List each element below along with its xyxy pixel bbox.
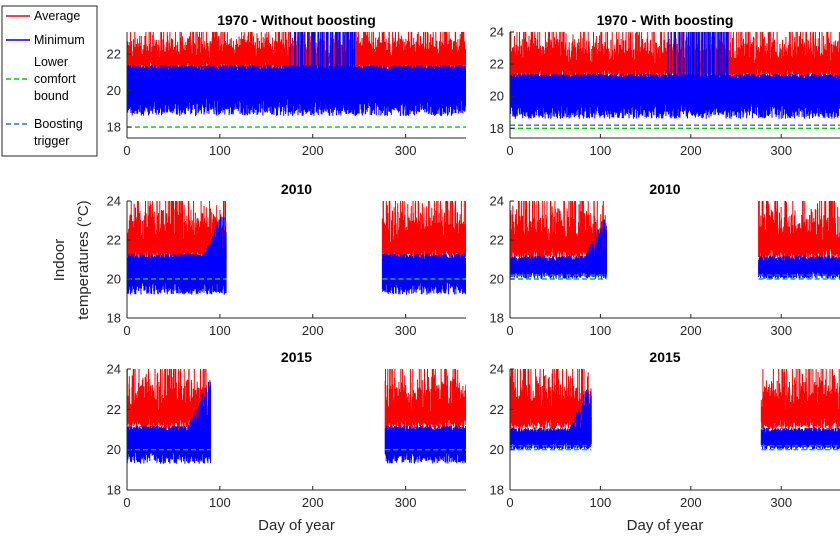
y-tick-label: 18 (107, 483, 121, 498)
series-average-2 (760, 369, 840, 430)
legend-label-boosting-trigger: Boosting trigger (34, 117, 83, 148)
panel-1: 0 100 200 300 18 20 22 1970 - Without boosting (107, 12, 466, 158)
y-tick-label: 18 (107, 311, 121, 326)
plot-area (127, 201, 466, 295)
y-tick-label: 24 (490, 25, 504, 40)
y-tick-label: 20 (490, 89, 504, 104)
x-tick-label: 300 (770, 495, 792, 510)
y-tick-label: 20 (107, 442, 121, 457)
series-average-1 (127, 201, 227, 260)
y-axis-label-line: temperatures (°C) (75, 200, 92, 319)
x-tick-label: 300 (770, 143, 792, 158)
plot-area (510, 201, 840, 280)
y-tick-label: 22 (107, 402, 121, 417)
y-tick-label: 20 (490, 272, 504, 287)
x-tick-label: 200 (680, 323, 702, 338)
y-tick-label: 22 (490, 233, 504, 248)
x-tick-label: 200 (680, 495, 702, 510)
x-tick-label: 0 (506, 143, 513, 158)
series-minimum-1 (127, 380, 211, 464)
x-tick-label: 100 (590, 323, 612, 338)
series-minimum-2 (384, 425, 466, 464)
y-tick-label: 24 (107, 194, 121, 209)
panel-title: 1970 - With boosting (597, 12, 734, 28)
x-tick-label: 200 (680, 143, 702, 158)
y-tick-label: 20 (107, 272, 121, 287)
y-axis-label: Indoor temperatures (°C) (51, 200, 92, 319)
panel-title: 2015 (649, 349, 680, 365)
x-tick-label: 0 (506, 323, 513, 338)
panel-title: 2010 (281, 181, 312, 197)
panel-5: 0 100 200 300 18 20 22 24 2015 (107, 349, 466, 510)
panel-6: 0 100 200 300 18 20 22 24 2015 (490, 349, 840, 510)
x-tick-label: 0 (506, 495, 513, 510)
x-tick-label: 0 (123, 323, 130, 338)
x-tick-label: 300 (395, 143, 417, 158)
series-minimum-summer (289, 32, 355, 116)
y-tick-label: 20 (107, 83, 121, 98)
plot-area (127, 32, 466, 128)
plot-area (510, 369, 840, 451)
y-tick-label: 22 (490, 57, 504, 72)
y-tick-label: 22 (107, 233, 121, 248)
series-minimum-1 (127, 64, 466, 117)
series-average-2 (758, 201, 840, 260)
series-minimum-1 (510, 219, 607, 279)
plot-area (510, 32, 840, 130)
y-tick-label: 18 (490, 121, 504, 136)
x-tick-label: 100 (209, 495, 231, 510)
y-tick-label: 24 (490, 362, 504, 377)
legend-label-average: Average (34, 9, 80, 23)
legend-label-lower-comfort: Lower comfort bound (34, 55, 76, 103)
x-tick-label: 200 (302, 143, 324, 158)
x-tick-label: 300 (395, 495, 417, 510)
series-minimum-1 (510, 389, 592, 450)
series-minimum-2 (760, 427, 840, 450)
series-minimum-2 (758, 255, 840, 279)
y-tick-label: 24 (107, 362, 121, 377)
panel-3: 0 100 200 300 18 20 22 24 2010 (107, 181, 466, 338)
series-minimum-summer (667, 32, 729, 119)
series-average-2 (384, 369, 466, 430)
y-tick-label: 22 (107, 46, 121, 61)
y-axis-label-line: Indoor (51, 239, 68, 282)
x-tick-label: 100 (209, 323, 231, 338)
series-average-1 (510, 369, 592, 430)
y-tick-label: 18 (107, 120, 121, 135)
x-axis-label: Day of year (258, 517, 335, 534)
plot-area (127, 369, 466, 464)
legend-label-minimum: Minimum (34, 33, 85, 47)
panel-2: 0 100 200 300 18 20 22 24 1970 - With boosting (490, 12, 840, 158)
series-average-1 (127, 32, 466, 73)
y-tick-label: 18 (490, 311, 504, 326)
x-axis-label: Day of year (627, 517, 704, 534)
x-tick-label: 300 (395, 323, 417, 338)
panel-title: 2015 (281, 349, 312, 365)
panel-4: 0 100 200 300 18 20 22 24 2010 (490, 181, 840, 338)
y-tick-label: 20 (490, 442, 504, 457)
x-tick-label: 200 (302, 323, 324, 338)
x-tick-label: 0 (123, 495, 130, 510)
series-average-2 (381, 201, 466, 260)
x-tick-label: 200 (302, 495, 324, 510)
x-tick-label: 100 (590, 495, 612, 510)
panel-title: 2010 (649, 181, 680, 197)
x-tick-label: 100 (590, 143, 612, 158)
x-tick-label: 100 (209, 143, 231, 158)
legend-box (1, 5, 98, 157)
x-tick-label: 300 (770, 323, 792, 338)
y-tick-label: 24 (490, 194, 504, 209)
x-tick-label: 0 (123, 143, 130, 158)
legend: Average Minimum Lower comfort bound Boosting t… (1, 5, 98, 157)
series-minimum-2 (381, 253, 466, 295)
y-tick-label: 18 (490, 483, 504, 498)
series-minimum-1 (127, 216, 227, 295)
y-tick-label: 22 (490, 402, 504, 417)
panel-title: 1970 - Without boosting (217, 12, 376, 28)
